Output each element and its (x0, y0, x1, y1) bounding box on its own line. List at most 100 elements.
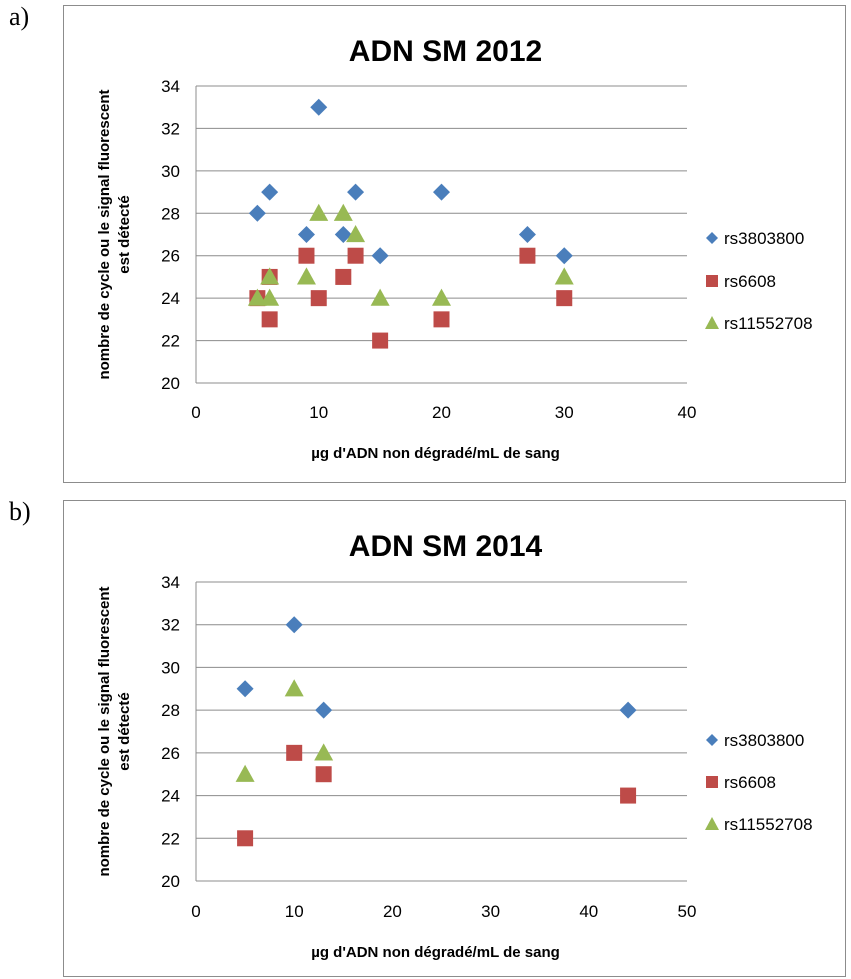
y-tick-label-34: 34 (161, 77, 180, 96)
data-point-rs6608-7 (372, 332, 389, 349)
data-point-rs11552708-9 (554, 267, 574, 285)
y-tick-label-28: 28 (161, 204, 180, 223)
legend-marker-rs6608 (706, 275, 718, 287)
data-point-rs3803800-2 (297, 226, 315, 243)
legend: rs3803800 rs6608 rs11552708 (705, 229, 813, 333)
data-point-rs6608-8 (433, 311, 450, 328)
data-point-rs3803800-4 (334, 226, 352, 243)
data-point-rs11552708-8 (432, 288, 451, 306)
y-tick-label-32: 32 (161, 119, 180, 138)
series-rs11552708 (235, 679, 334, 782)
data-point-rs6608-5 (335, 268, 352, 285)
data-point-rs11552708-0 (235, 764, 255, 782)
data-point-rs6608-2 (315, 766, 332, 783)
y-tick-label-20: 20 (161, 872, 180, 891)
scatter-chart-2012: ADN SM 2012 20 22 24 26 28 30 32 34 0 10 20 30 40 µg d… (96, 35, 813, 462)
data-point-rs3803800-5 (347, 183, 365, 201)
legend-marker-rs11552708 (705, 316, 719, 329)
legend-label-rs3803800: rs3803800 (724, 229, 804, 248)
chart-title: ADN SM 2014 (349, 530, 543, 563)
y-tick-label-26: 26 (161, 744, 180, 763)
data-point-rs3803800-3 (619, 701, 637, 719)
y-axis-label: nombre de cycle ou le signal fluorescent… (96, 89, 133, 379)
data-point-rs6608-10 (556, 290, 573, 307)
data-point-rs6608-1 (286, 744, 303, 761)
data-point-rs3803800-1 (261, 183, 279, 201)
data-point-rs6608-3 (298, 247, 315, 264)
legend-marker-rs6608 (706, 776, 718, 788)
data-point-rs6608-9 (519, 247, 536, 264)
legend-marker-rs3803800 (706, 232, 718, 244)
data-point-rs3803800-2 (315, 701, 333, 719)
data-point-rs11552708-0 (247, 288, 267, 306)
x-tick-label-20: 20 (383, 902, 402, 921)
chart-frame-2014: ADN SM 2014 20 22 24 26 28 30 32 34 0 10 20 30 40 50 µg… (63, 500, 846, 977)
legend-label-rs11552708: rs11552708 (724, 815, 813, 834)
legend-label-rs11552708: rs11552708 (724, 314, 813, 333)
y-tick-label-32: 32 (161, 616, 180, 635)
data-point-rs3803800-0 (236, 680, 254, 698)
x-tick-label-10: 10 (285, 902, 304, 921)
data-point-rs3803800-9 (555, 247, 573, 265)
y-tick-label-22: 22 (161, 829, 180, 848)
x-tick-label-10: 10 (309, 403, 328, 422)
x-tick-label-20: 20 (432, 403, 451, 422)
legend-label-rs6608: rs6608 (724, 773, 776, 792)
y-axis-label: nombre de cycle ou le signal fluorescent… (96, 586, 133, 876)
x-tick-label-0: 0 (191, 902, 200, 921)
data-point-rs11552708-2 (314, 743, 334, 761)
data-point-rs11552708-5 (333, 203, 353, 221)
x-tick-label-30: 30 (481, 902, 500, 921)
series-rs3803800 (248, 98, 573, 265)
data-point-rs3803800-7 (433, 183, 450, 201)
series-rs6608 (237, 744, 637, 847)
data-point-rs6608-6 (347, 247, 364, 264)
legend-label-rs6608: rs6608 (724, 272, 776, 291)
data-point-rs6608-3 (620, 787, 637, 804)
panel-label-b: b) (9, 497, 31, 526)
y-axis-label-line-1: nombre de cycle ou le signal fluorescent (96, 586, 113, 876)
data-point-rs6608-0 (237, 830, 254, 847)
y-axis-label-line-2: est détecté (116, 692, 133, 770)
x-tick-label-30: 30 (555, 403, 574, 422)
y-tick-label-22: 22 (161, 332, 180, 351)
legend: rs3803800 rs6608 rs11552708 (705, 731, 813, 834)
data-point-rs11552708-2 (260, 288, 280, 306)
legend-marker-rs11552708 (705, 817, 719, 830)
data-point-rs3803800-8 (518, 226, 536, 243)
data-point-rs11552708-7 (370, 288, 390, 306)
y-tick-label-24: 24 (161, 289, 180, 308)
data-point-rs3803800-0 (248, 204, 266, 222)
panel-label-a: a) (9, 2, 30, 31)
data-point-rs11552708-1 (260, 267, 280, 285)
y-axis-label-line-1: nombre de cycle ou le signal fluorescent (96, 89, 113, 379)
x-tick-label-40: 40 (579, 902, 598, 921)
data-point-rs11552708-1 (284, 679, 304, 697)
x-tick-label-0: 0 (191, 403, 200, 422)
y-tick-label-34: 34 (161, 573, 180, 592)
data-point-rs11552708-4 (309, 203, 329, 221)
y-tick-label-30: 30 (161, 658, 180, 677)
y-tick-label-24: 24 (161, 787, 180, 806)
y-tick-label-28: 28 (161, 701, 180, 720)
y-tick-label-30: 30 (161, 162, 180, 181)
x-tick-label-50: 50 (678, 902, 697, 921)
legend-marker-rs3803800 (706, 734, 718, 746)
x-tick-label-40: 40 (678, 403, 697, 422)
data-point-rs11552708-6 (346, 225, 366, 243)
scatter-chart-2014: ADN SM 2014 20 22 24 26 28 30 32 34 0 10 20 30 40 50 µg… (96, 530, 813, 961)
data-point-rs3803800-1 (285, 616, 303, 634)
data-point-rs3803800-3 (310, 98, 328, 116)
data-point-rs11552708-3 (296, 267, 316, 285)
chart-frame-2012: ADN SM 2012 20 22 24 26 28 30 32 34 0 10 20 30 40 µg d… (63, 5, 846, 483)
x-axis-label: µg d'ADN non dégradé/mL de sang (311, 944, 560, 961)
series-rs3803800 (236, 616, 637, 719)
y-tick-label-20: 20 (161, 374, 180, 393)
series-rs11552708 (247, 203, 574, 306)
data-point-rs6608-4 (310, 290, 327, 307)
chart-title: ADN SM 2012 (349, 35, 542, 68)
data-point-rs3803800-6 (371, 247, 389, 265)
x-axis-label: µg d'ADN non dégradé/mL de sang (311, 445, 560, 462)
legend-label-rs3803800: rs3803800 (724, 731, 804, 750)
y-tick-label-26: 26 (161, 247, 180, 266)
